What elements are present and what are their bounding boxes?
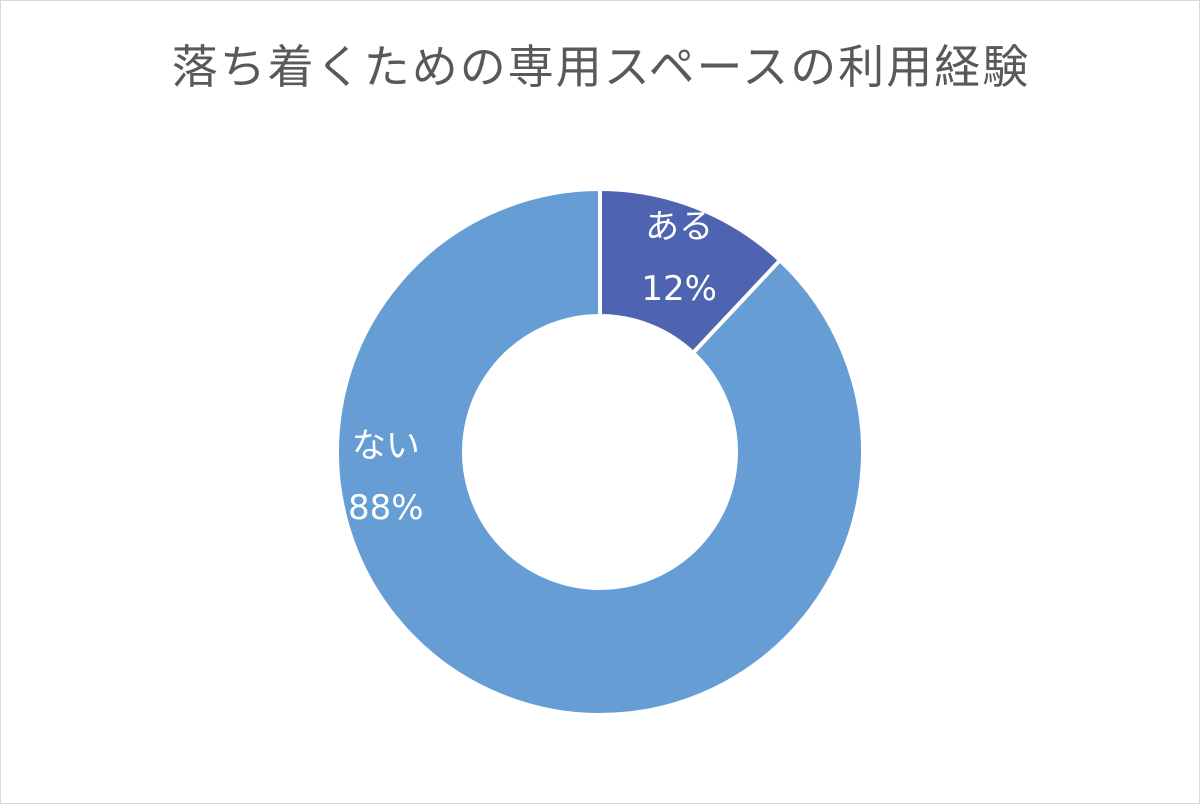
chart-title: 落ち着くための専用スペースの利用経験 xyxy=(171,40,1031,94)
slice-percent-label: 88% xyxy=(348,488,424,528)
slice-category-label: ある xyxy=(645,207,713,247)
slice-labels: ある 12% ない 88% xyxy=(348,207,717,528)
slice-percent-label: 12% xyxy=(641,269,717,309)
slice-category-label: ない xyxy=(352,426,420,466)
donut-slices xyxy=(335,187,865,717)
donut-slice-nai xyxy=(335,187,865,717)
